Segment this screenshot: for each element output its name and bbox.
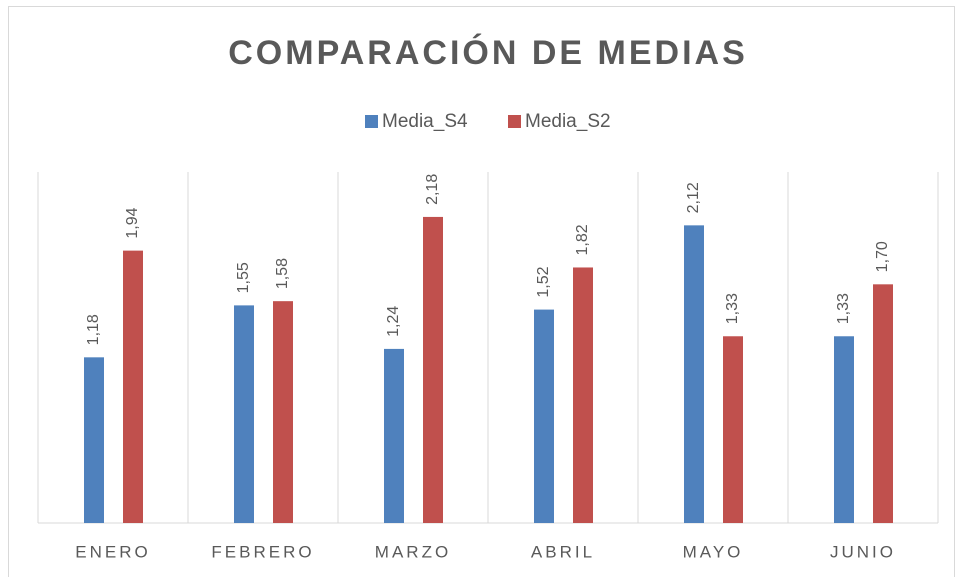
data-label: 1,52 (535, 266, 552, 297)
bar (534, 309, 554, 523)
bar (573, 267, 593, 523)
bar (723, 336, 743, 523)
data-label: 1,94 (124, 207, 141, 238)
bar (384, 348, 404, 523)
x-tick-label: MARZO (375, 542, 451, 561)
data-label: 2,18 (424, 174, 441, 205)
data-label: 1,18 (85, 314, 102, 345)
legend-label: Media_S2 (525, 111, 611, 132)
x-tick-label: ENERO (75, 542, 150, 561)
bar (834, 336, 854, 523)
bar (423, 216, 443, 524)
data-label: 1,70 (874, 241, 891, 272)
bar (273, 301, 293, 523)
data-label: 1,33 (835, 293, 852, 324)
data-label: 1,55 (235, 262, 252, 293)
x-tick-label: MAYO (683, 542, 744, 561)
x-tick-label: FEBRERO (211, 542, 314, 561)
legend-label: Media_S4 (382, 111, 468, 132)
data-label: 1,33 (724, 293, 741, 324)
x-tick-label: JUNIO (830, 542, 896, 561)
bar (873, 284, 893, 523)
legend-swatch (508, 115, 521, 128)
legend-swatch (365, 115, 378, 128)
data-label: 1,24 (385, 306, 402, 337)
x-tick-label: ABRIL (531, 542, 595, 561)
bar (684, 225, 704, 524)
chart-title: COMPARACIÓN DE MEDIAS (228, 34, 748, 72)
data-label: 1,58 (274, 258, 291, 289)
data-label: 1,82 (574, 224, 591, 255)
data-label: 2,12 (685, 182, 702, 213)
bar (84, 357, 104, 523)
bar (234, 305, 254, 523)
chart-frame (8, 6, 955, 577)
bar (123, 250, 143, 523)
